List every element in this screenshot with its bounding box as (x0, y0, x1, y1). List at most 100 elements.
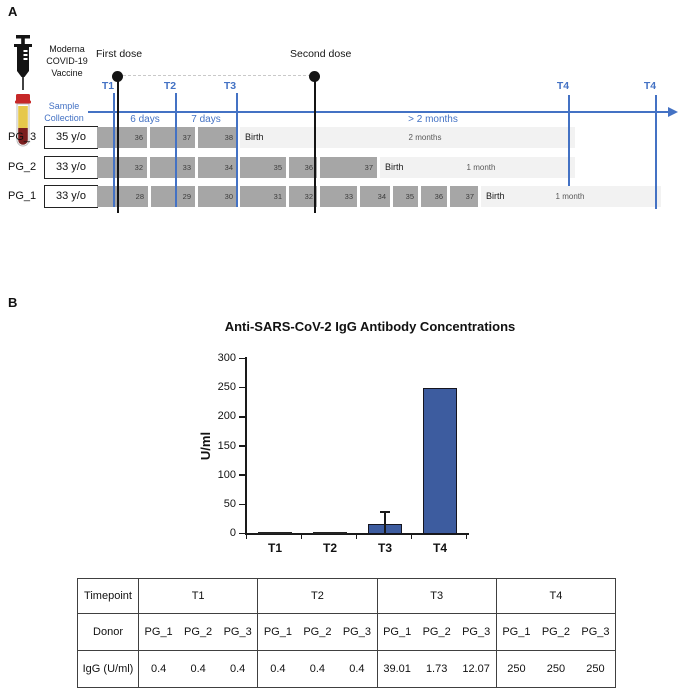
birth-label: Birth (385, 162, 404, 172)
timepoint-line-t1 (113, 93, 115, 207)
table-igg-value-cell: 39.01 (376, 650, 417, 688)
table-igg-value-cell: 0.4 (178, 650, 218, 688)
gestation-week-block: 32 (289, 186, 317, 207)
first-dose-marker (112, 71, 123, 82)
table-donor-cell: PG_3 (337, 613, 378, 651)
igg-data-table: Timepoint T1 T2 T3 T4 Donor PG_1 PG_2 PG_3 PG_1 PG… (77, 578, 617, 688)
timeline-axis (88, 111, 669, 113)
table-header-igg: IgG (U/ml) (77, 650, 139, 688)
igg-table: Timepoint T1 T2 T3 T4 Donor PG_1 PG_2 PG_3 PG_1 PG… (77, 578, 617, 688)
table-igg-value-cell: 1.73 (416, 650, 457, 688)
table-donor-cell: PG_1 (495, 613, 537, 651)
timepoint-label-t2: T2 (163, 80, 177, 92)
table-header-timepoint: Timepoint (77, 578, 139, 614)
x-axis-tick (245, 534, 248, 539)
postpartum-block (481, 186, 661, 207)
gestation-week-block: 34 (360, 186, 390, 207)
chart-title: Anti-SARS-CoV-2 IgG Antibody Concentrati… (224, 319, 516, 334)
gestation-week-block: 34 (198, 157, 237, 178)
y-axis-tick-label: 100 (217, 468, 236, 481)
blood-tube-icon (15, 94, 31, 147)
gestation-week-number: 35 (273, 163, 282, 172)
table-igg-value-cell: 0.4 (297, 650, 338, 688)
table-donor-cell: PG_3 (456, 613, 497, 651)
table-igg-value-cell: 12.07 (456, 650, 497, 688)
gestation-week-number: 33 (182, 163, 191, 172)
interval-label-6days: 6 days (130, 114, 160, 125)
gestation-week-number: 34 (377, 192, 386, 201)
gestation-week-block: 33 (150, 157, 195, 178)
gestation-week-block: 36 (97, 127, 147, 148)
table-donor-cell: PG_2 (536, 613, 576, 651)
gestation-week-number: 38 (224, 133, 233, 142)
y-axis-tick-label: 250 (217, 381, 236, 394)
x-category-label: T3 (377, 541, 392, 555)
gestation-week-block: 38 (198, 127, 237, 148)
table-timepoint-cell: T4 (495, 578, 617, 614)
x-category-label: T4 (432, 541, 447, 555)
postpartum-duration-label: 1 month (466, 163, 496, 172)
gestation-week-number: 32 (304, 192, 313, 201)
y-axis-tick-label: 50 (223, 497, 236, 510)
second-dose-line (313, 77, 316, 213)
postpartum-block (240, 127, 575, 148)
gestation-week-block: 36 (289, 157, 317, 178)
y-axis-line (245, 357, 247, 535)
gestation-week-number: 37 (465, 192, 474, 201)
gestation-week-number: 36 (304, 163, 313, 172)
table-igg-value-cell: 0.4 (138, 650, 179, 688)
table-donor-cell: PG_2 (297, 613, 338, 651)
interval-label-2months: > 2 months (408, 114, 458, 125)
gestation-week-block: 29 (151, 186, 195, 207)
table-igg-value-cell: 0.4 (257, 650, 298, 688)
first-dose-line (116, 77, 119, 213)
gestation-week-block: 33 (320, 186, 357, 207)
timepoint-label-t3: T3 (223, 80, 237, 92)
gestation-week-number: 37 (182, 133, 191, 142)
table-donor-cell: PG_3 (218, 613, 259, 651)
gestation-week-block: 35 (240, 157, 286, 178)
gestation-week-number: 36 (434, 192, 443, 201)
table-igg-value-cell: 0.4 (218, 650, 259, 688)
x-category-label: T1 (267, 541, 282, 555)
y-axis-tick (239, 445, 246, 447)
x-axis-tick (410, 534, 413, 539)
table-donor-cell: PG_3 (575, 613, 617, 651)
gestation-week-block: 35 (393, 186, 418, 207)
gestation-week-block: 36 (421, 186, 447, 207)
timeline-arrowhead-icon (668, 107, 678, 117)
gestation-week-number: 28 (135, 192, 144, 201)
y-axis-tick (239, 416, 246, 418)
timepoint-line-t3 (235, 93, 238, 207)
participant-id: PG_2 (8, 161, 37, 173)
gestation-week-number: 32 (134, 163, 143, 172)
y-axis-tick-label: 150 (217, 439, 236, 452)
table-donor-cell: PG_1 (257, 613, 298, 651)
timepoint-label-t1: T1 (101, 80, 115, 92)
gestation-week-block: 37 (320, 157, 377, 178)
table-donor-cell: PG_2 (178, 613, 218, 651)
table-donor-cell: PG_2 (416, 613, 457, 651)
gestation-week-number: 34 (224, 163, 233, 172)
gestation-week-block: 37 (450, 186, 478, 207)
x-axis-tick (355, 534, 358, 539)
timepoint-line-t4b (655, 95, 657, 209)
dose-connector-line (123, 75, 311, 76)
y-axis-tick (239, 503, 246, 506)
timepoint-label-t4b: T4 (643, 80, 657, 92)
postpartum-duration-label: 1 month (555, 192, 585, 201)
bar-t1 (258, 531, 292, 534)
gestation-week-block: 30 (198, 186, 237, 207)
participant-id: PG_3 (8, 131, 37, 143)
table-igg-value-cell: 250 (536, 650, 576, 688)
participant-id: PG_1 (8, 190, 37, 202)
y-axis-tick-label: 300 (217, 352, 236, 364)
table-donor-cell: PG_1 (376, 613, 417, 651)
gestation-week-block: 37 (150, 127, 195, 148)
table-donor-cell: PG_1 (138, 613, 179, 651)
x-axis-tick (300, 534, 303, 539)
table-timepoint-cell: T1 (137, 578, 259, 614)
gestation-week-number: 29 (182, 192, 191, 201)
birth-label: Birth (486, 191, 505, 201)
